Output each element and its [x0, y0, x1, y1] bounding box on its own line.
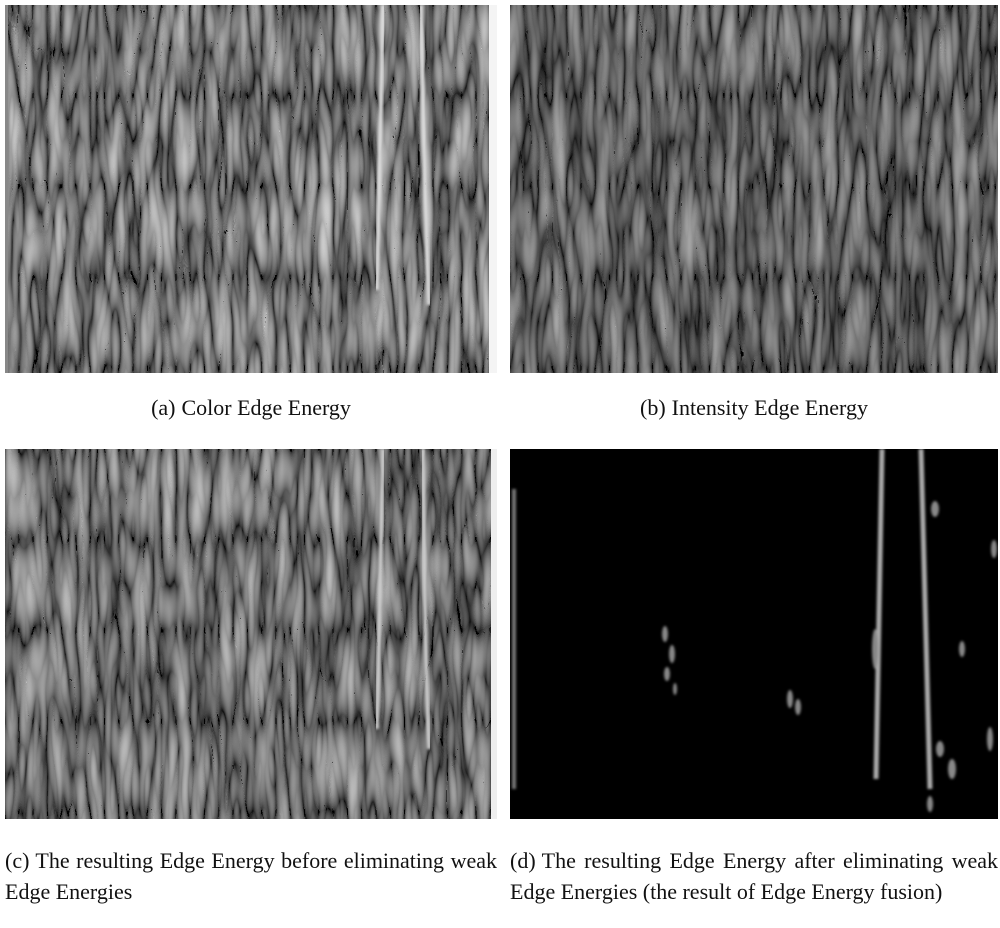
- caption-label: (c): [5, 848, 29, 873]
- caption-text: Intensity Edge Energy: [672, 395, 868, 420]
- caption-label: (a): [151, 395, 175, 420]
- image-panel: [5, 449, 497, 819]
- caption-text: The resulting Edge Energy after eliminat…: [510, 848, 998, 904]
- caption: (c)The resulting Edge Energy before elim…: [5, 845, 497, 907]
- caption: (b)Intensity Edge Energy: [510, 392, 998, 423]
- caption-text: Color Edge Energy: [181, 395, 350, 420]
- image-panel: [510, 5, 998, 373]
- edge-texture: [510, 5, 998, 373]
- page: (a)Color Edge Energy (b)Intensity Edge E…: [0, 0, 1000, 928]
- edge-strip: [489, 5, 497, 373]
- caption-text: The resulting Edge Energy before elimina…: [5, 848, 497, 904]
- image-panel: [510, 449, 998, 819]
- caption: (d)The resulting Edge Energy after elimi…: [510, 845, 998, 907]
- caption-label: (d): [510, 848, 536, 873]
- caption: (a)Color Edge Energy: [5, 392, 497, 423]
- edge-strip: [491, 449, 497, 819]
- edge-strip: [5, 5, 8, 373]
- caption-label: (b): [640, 395, 666, 420]
- image-panel: [5, 5, 497, 373]
